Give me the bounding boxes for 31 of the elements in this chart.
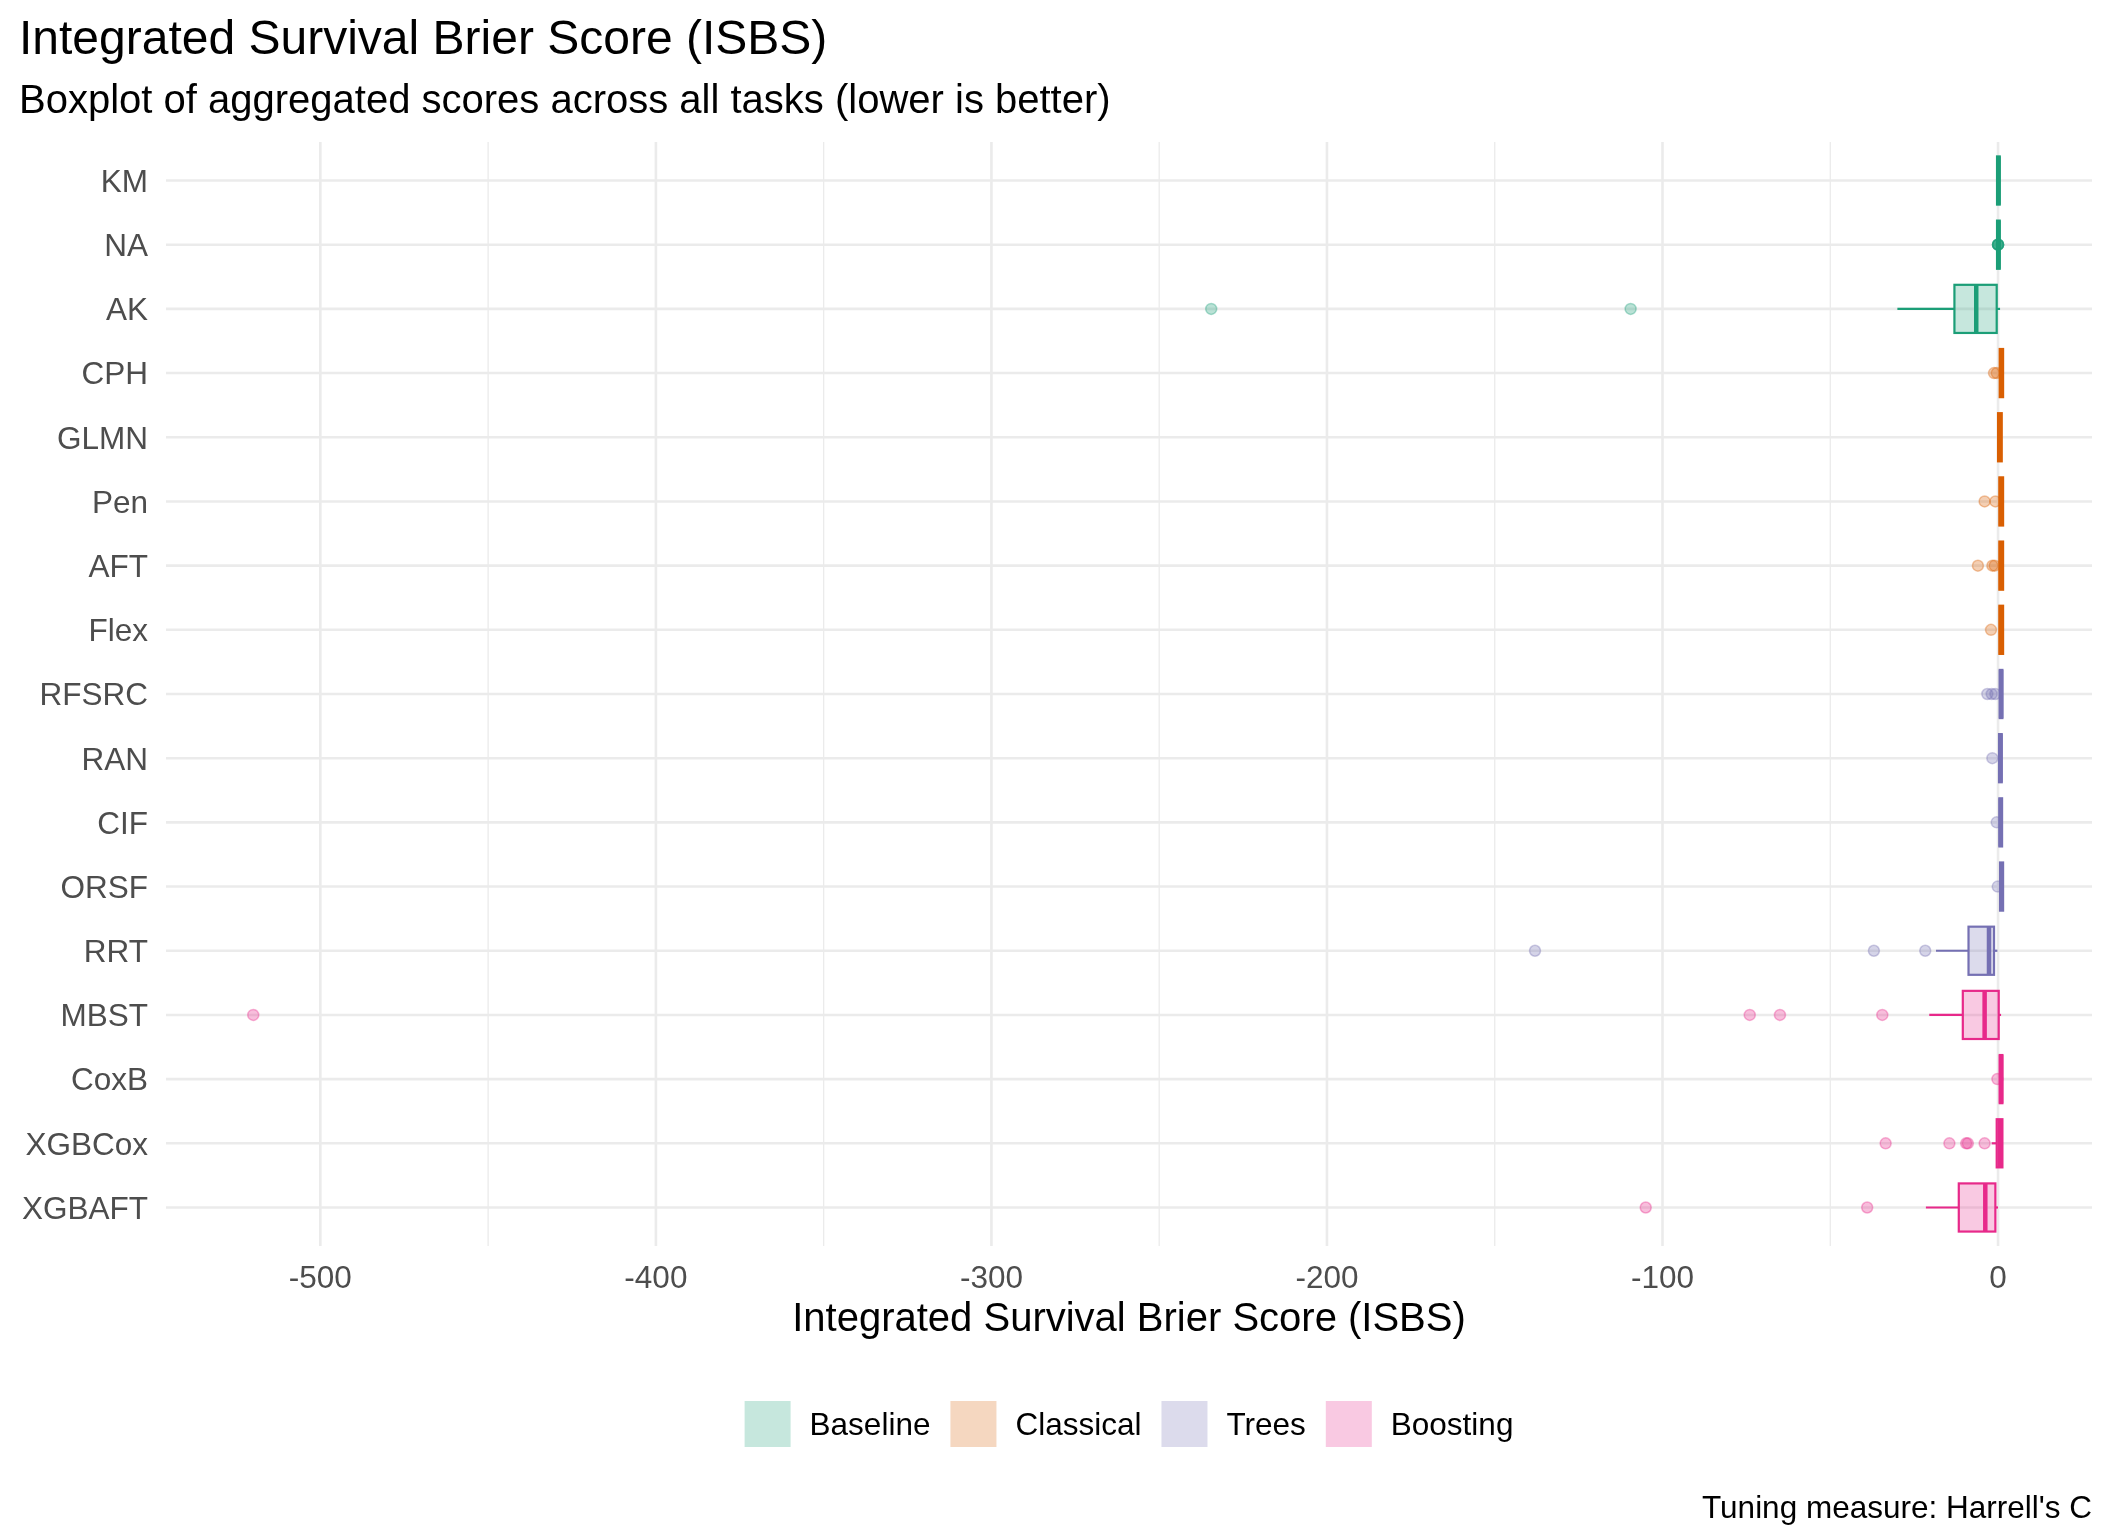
y-tick-label: AFT xyxy=(88,547,148,584)
y-tick-label: XGBAFT xyxy=(21,1189,148,1226)
legend-label: Baseline xyxy=(809,1406,931,1443)
legend-label: Boosting xyxy=(1390,1406,1514,1443)
y-tick-label: CoxB xyxy=(70,1061,148,1098)
chart-subtitle: Boxplot of aggregated scores across all tasks (lower is better) xyxy=(19,77,1111,121)
y-tick-label: RAN xyxy=(81,740,148,777)
x-tick-label: 0 xyxy=(1989,1259,2007,1295)
x-tick-label: -100 xyxy=(1630,1259,1695,1295)
y-tick-label: Pen xyxy=(91,483,148,520)
x-tick-label: -500 xyxy=(288,1259,352,1295)
y-tick-label: AK xyxy=(105,291,148,328)
legend-label: Classical xyxy=(1015,1406,1142,1443)
y-tick-label: NA xyxy=(104,227,148,264)
y-tick-label: CIF xyxy=(97,804,148,841)
y-tick-label: XGBCox xyxy=(25,1125,149,1162)
x-tick-label: -200 xyxy=(1295,1259,1359,1295)
x-tick-label: -300 xyxy=(959,1259,1023,1295)
y-tick-label: KM xyxy=(100,162,148,199)
chart-title: Integrated Survival Brier Score (ISBS) xyxy=(19,11,828,64)
y-tick-label: Flex xyxy=(88,612,149,649)
y-tick-label: RFSRC xyxy=(39,676,148,713)
x-tick-label: -400 xyxy=(624,1259,688,1295)
y-tick-label: MBST xyxy=(60,997,148,1034)
y-tick-label: CPH xyxy=(81,355,148,392)
x-axis-title: Integrated Survival Brier Score (ISBS) xyxy=(792,1295,1466,1339)
y-tick-label: RRT xyxy=(83,933,148,970)
y-tick-label: GLMN xyxy=(56,419,148,456)
y-tick-label: ORSF xyxy=(60,868,148,905)
text: Tuning measure: Harrell's C xyxy=(1702,1489,2092,1525)
legend-label: Trees xyxy=(1226,1406,1306,1443)
